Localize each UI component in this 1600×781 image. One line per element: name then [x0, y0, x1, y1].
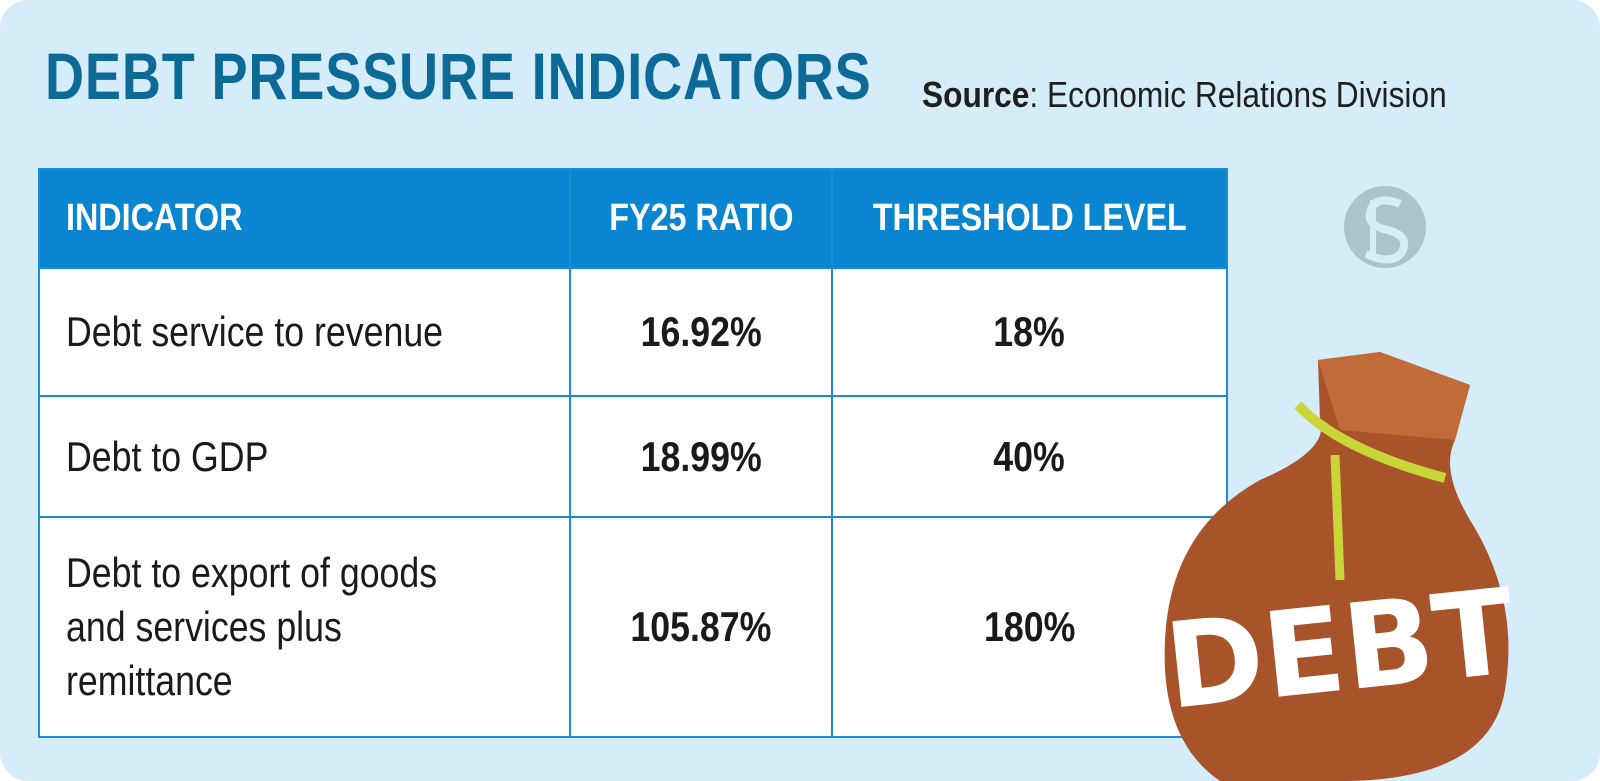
table-cell: 16.92%	[569, 267, 833, 397]
table-row: Debt service to revenue 16.92% 18%	[38, 267, 1228, 397]
table-cell: 18.99%	[569, 395, 833, 518]
source-text: : Economic Relations Division	[1029, 74, 1447, 115]
source-label: Source	[922, 74, 1030, 115]
table-cell: Debt to GDP	[38, 395, 571, 518]
logo	[1344, 186, 1426, 268]
cell-text: 16.92%	[640, 308, 762, 355]
column-header: THRESHOLD LEVEL	[831, 168, 1228, 269]
cell-text: 40%	[993, 432, 1066, 480]
cell-text: 180%	[983, 603, 1076, 650]
table: INDICATOR FY25 RATIO THRESHOLD LEVEL Deb…	[38, 168, 1228, 738]
table-row: Debt to export of goods and services plu…	[38, 516, 1228, 738]
header-text: FY25 RATIO	[608, 197, 794, 239]
cell-text: Debt to export of goods and services plu…	[66, 549, 438, 704]
cell-text: 18.99%	[640, 432, 762, 480]
table-cell: Debt to export of goods and services plu…	[38, 516, 571, 738]
cell-text: 18%	[993, 308, 1066, 355]
header-text: INDICATOR	[66, 197, 243, 239]
header-text: THRESHOLD LEVEL	[872, 197, 1187, 239]
table-cell: 18%	[831, 267, 1228, 397]
table-cell: 105.87%	[569, 516, 833, 738]
table-cell: 40%	[831, 395, 1228, 518]
column-header: INDICATOR	[38, 168, 571, 269]
cell-text: Debt service to revenue	[66, 308, 444, 355]
source: Source: Economic Relations Division	[922, 74, 1447, 116]
title: DEBT PRESSURE INDICATORS	[45, 39, 872, 113]
table-cell: 180%	[831, 516, 1228, 738]
table-cell: Debt service to revenue	[38, 267, 571, 397]
debt-bag: DEBT	[1159, 352, 1521, 781]
table-row: Debt to GDP 18.99% 40%	[38, 395, 1228, 518]
column-header: FY25 RATIO	[569, 168, 833, 269]
cell-text: 105.87%	[630, 603, 772, 650]
cell-text: Debt to GDP	[66, 432, 269, 480]
